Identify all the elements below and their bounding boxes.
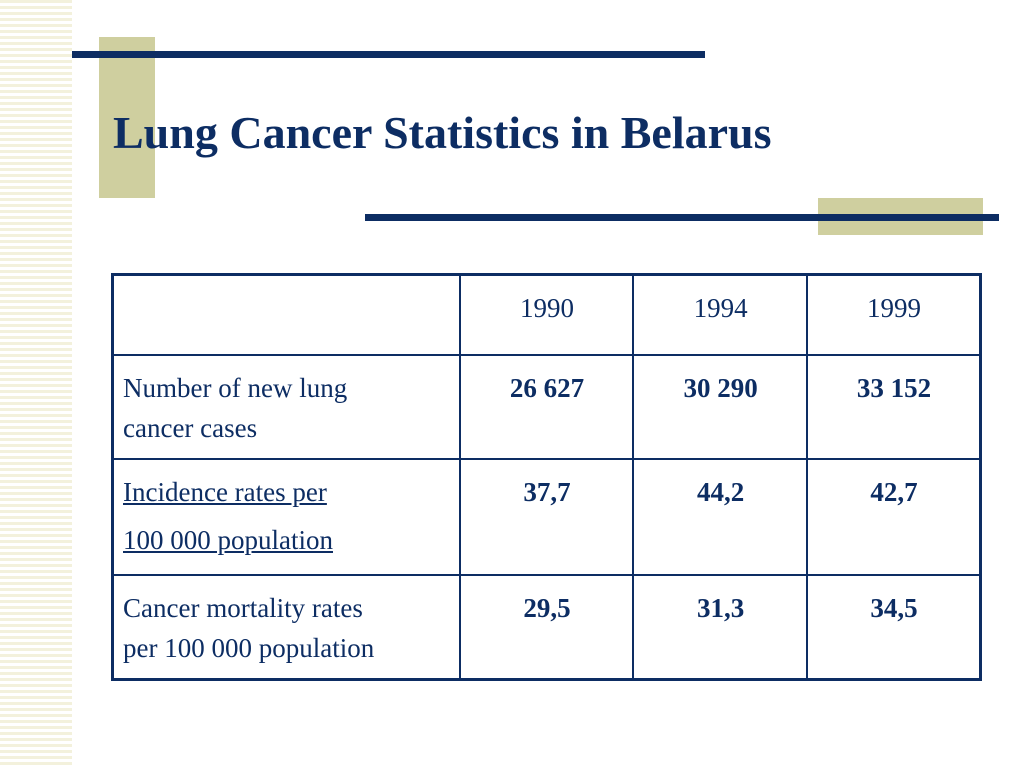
value-cell: 29,5 — [458, 574, 635, 681]
row-label-line: Cancer mortality rates — [123, 593, 363, 623]
table-row-incidence: Incidence rates per 100 000 population 3… — [111, 458, 982, 576]
table-header-row: 1990 1994 1999 — [111, 273, 982, 356]
header-cell-1999: 1999 — [805, 273, 982, 356]
decorative-stripes — [0, 0, 72, 768]
accent-block-top — [99, 37, 155, 198]
table-row-new-cases: Number of new lung cancer cases 26 627 3… — [111, 354, 982, 460]
value-cell: 42,7 — [805, 458, 982, 576]
row-label-line: per 100 000 population — [123, 633, 375, 663]
value-cell: 37,7 — [458, 458, 635, 576]
row-label-line: cancer cases — [123, 413, 258, 443]
row-label-link-line[interactable]: 100 000 population — [123, 525, 333, 555]
title-rule-bottom — [365, 214, 999, 221]
statistics-table: 1990 1994 1999 Number of new lung cancer… — [111, 273, 982, 681]
row-label-line: Number of new lung — [123, 373, 348, 403]
value-cell: 44,2 — [632, 458, 808, 576]
value-cell: 31,3 — [632, 574, 808, 681]
row-label-mortality: Cancer mortality rates per 100 000 popul… — [111, 574, 461, 681]
value-cell: 34,5 — [805, 574, 982, 681]
header-cell-1994: 1994 — [632, 273, 808, 356]
row-label-link-line[interactable]: Incidence rates per — [123, 477, 327, 507]
value-cell: 26 627 — [458, 354, 635, 460]
row-label-new-cases: Number of new lung cancer cases — [111, 354, 461, 460]
value-cell: 33 152 — [805, 354, 982, 460]
header-cell-1990: 1990 — [458, 273, 635, 356]
row-label-incidence: Incidence rates per 100 000 population — [111, 458, 461, 576]
header-cell-empty — [111, 273, 461, 356]
slide-title: Lung Cancer Statistics in Belarus — [113, 107, 772, 158]
table-row-mortality: Cancer mortality rates per 100 000 popul… — [111, 574, 982, 681]
title-rule-top — [72, 51, 705, 58]
value-cell: 30 290 — [632, 354, 808, 460]
